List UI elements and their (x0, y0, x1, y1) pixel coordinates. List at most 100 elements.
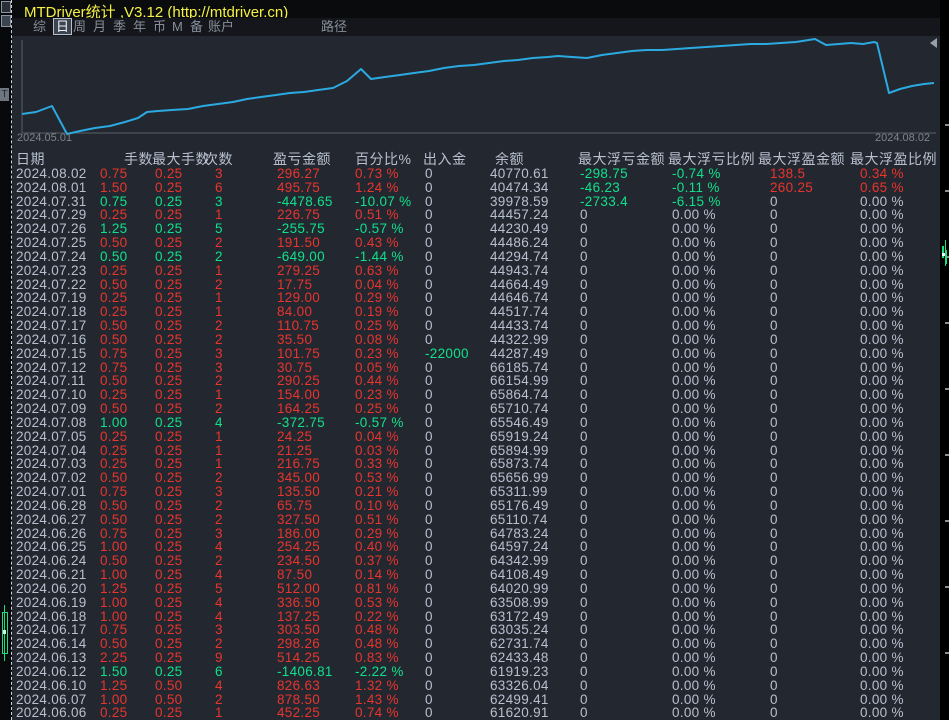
menu-item-周[interactable]: 周 (73, 19, 87, 34)
cell-1: 2024.07.25 (16, 235, 87, 251)
cell-3: 0.25 (155, 318, 183, 334)
table-row[interactable]: 2024.07.11 0.50 0.25 2 290.25 0.44 % 0 66154.99… (0, 374, 949, 388)
menu-item-日[interactable]: 日 (53, 18, 73, 35)
table-row[interactable]: 2024.06.07 1.00 0.50 2 878.50 1.43 % 0 62499.41… (0, 691, 949, 707)
table-row[interactable]: 2024.06.24 0.50 0.25 2 234.50 0.37 % 0 64342.99… (0, 554, 949, 568)
menu-item-M[interactable]: M (172, 19, 183, 34)
cell-11: 0 (770, 304, 778, 320)
table-row[interactable]: 2024.06.26 0.75 0.25 3 186.00 0.29 % 0 64783.24… (0, 526, 949, 541)
menu-item-币[interactable]: 币 (153, 19, 167, 34)
cell-11: 0 (770, 373, 778, 389)
cell-3: 0.25 (155, 580, 183, 596)
cell-8: 65864.74 (490, 387, 549, 403)
table-row[interactable]: 2024.07.25 0.50 0.25 2 191.50 0.43 % 0 44486.24… (0, 236, 949, 250)
cell-11: 0 (770, 539, 778, 555)
cell-5: -1406.81 (277, 663, 333, 679)
table-row[interactable]: 2024.07.08 1.00 0.25 4 -372.75 -0.57 % 0 65546.… (0, 416, 949, 430)
cell-5: 336.50 (277, 594, 321, 610)
cell-10: 0.00 % (672, 221, 716, 237)
menu-item-月[interactable]: 月 (93, 19, 107, 34)
menu-item-年[interactable]: 年 (133, 19, 147, 34)
cell-1: 2024.07.22 (16, 276, 87, 292)
cell-4: 3 (215, 622, 223, 638)
table-row[interactable]: 2024.07.10 0.25 0.25 1 154.00 0.23 % 0 65864.74… (0, 388, 949, 402)
scroll-left-arrow-icon[interactable] (930, 38, 937, 48)
cell-9: 0 (580, 345, 588, 361)
table-row[interactable]: 2024.08.01 1.50 0.25 6 495.75 1.24 % 0 40474.34… (0, 181, 949, 195)
table-row[interactable]: 2024.07.17 0.50 0.25 2 110.75 0.25 % 0 44433.74… (0, 319, 949, 333)
table-row[interactable]: 2024.06.19 1.00 0.25 4 336.50 0.53 % 0 63508.99… (0, 594, 949, 610)
cell-11: 0 (770, 221, 778, 237)
table-row[interactable]: 2024.07.15 0.75 0.25 3 101.75 0.23 % -22000 442… (0, 345, 949, 361)
table-row[interactable]: 2024.06.27 0.50 0.25 2 327.50 0.51 % 0 65110.74… (0, 511, 949, 527)
cell-5: 110.75 (277, 318, 320, 334)
cell-10: 0.00 % (672, 484, 716, 500)
table-row[interactable]: 2024.06.10 1.25 0.50 4 826.63 1.32 % 0 63326.04… (0, 677, 949, 693)
menu-item-备[interactable]: 备 (190, 19, 204, 34)
table-row[interactable]: 2024.07.24 0.50 0.25 2 -649.00 -1.44 % 0 44294.… (0, 250, 949, 264)
cell-3: 0.25 (155, 511, 183, 527)
table-row[interactable]: 2024.06.06 0.25 0.25 1 452.25 0.74 % 0 61620.91… (0, 706, 949, 720)
cell-10: -6.15 % (672, 193, 721, 209)
cell-10: 0.00 % (672, 622, 716, 638)
table-row[interactable]: 2024.07.12 0.75 0.25 3 30.75 0.05 % 0 66185.74 0… (0, 359, 949, 375)
table-row[interactable]: 2024.07.09 0.50 0.25 2 164.25 0.25 % 0 65710.74… (0, 402, 949, 416)
cell-4: 3 (215, 193, 223, 209)
cell-11: 0 (770, 235, 778, 251)
cell-11: 0 (770, 442, 778, 458)
table-row[interactable]: 2024.07.03 0.25 0.25 1 216.75 0.33 % 0 65873.74… (0, 457, 949, 471)
column-header-4: 次数 (204, 151, 233, 167)
cell-11: 0 (770, 359, 778, 375)
table-row[interactable]: 2024.07.31 0.75 0.25 3 -4478.65 -10.07 % 0 3997… (0, 193, 949, 209)
cell-3: 0.25 (155, 304, 183, 320)
table-row[interactable]: 2024.07.05 0.25 0.25 1 24.25 0.04 % 0 65919.24 0… (0, 429, 949, 444)
cell-11: 0 (770, 414, 778, 430)
table-row[interactable]: 2024.06.17 0.75 0.25 3 303.50 0.48 % 0 63035.24… (0, 623, 949, 637)
cell-6: 1.43 % (355, 691, 399, 707)
table-row[interactable]: 2024.07.18 0.25 0.25 1 84.00 0.19 % 0 44517.74 0… (0, 305, 949, 319)
cell-7: 0 (425, 248, 433, 264)
table-row[interactable]: 2024.07.01 0.75 0.25 3 135.50 0.21 % 0 65311.99… (0, 485, 949, 499)
menu-item-账户[interactable]: 账户 (208, 19, 235, 34)
cell-2: 0.75 (100, 484, 128, 500)
cell-7: 0 (425, 207, 433, 223)
table-row[interactable]: 2024.07.02 0.50 0.25 2 345.00 0.53 % 0 65656.99… (0, 471, 949, 485)
cell-7: 0 (425, 705, 433, 720)
cell-11: 0 (770, 636, 778, 652)
table-row[interactable]: 2024.06.21 1.00 0.25 4 87.50 0.14 % 0 64108.49 0… (0, 568, 949, 582)
table-row[interactable]: 2024.06.18 1.00 0.25 4 137.25 0.22 % 0 63172.49… (0, 608, 949, 624)
menu-item-综[interactable]: 综 (33, 19, 47, 34)
cell-12: 0.00 % (860, 235, 904, 251)
table-row[interactable]: 2024.07.23 0.25 0.25 1 279.25 0.63 % 0 44943.74… (0, 262, 949, 278)
table-row[interactable]: 2024.07.19 0.25 0.25 1 129.00 0.29 % 0 44646.74… (0, 291, 949, 305)
cell-4: 2 (215, 691, 223, 707)
table-row[interactable]: 2024.06.20 1.25 0.25 5 512.00 0.81 % 0 64020.99… (0, 582, 949, 596)
cell-5: 30.75 (277, 359, 313, 375)
cell-6: 0.51 % (355, 207, 399, 223)
table-row[interactable]: 2024.06.13 2.25 0.25 9 514.25 0.83 % 0 62433.48… (0, 651, 949, 665)
table-row[interactable]: 2024.06.25 1.00 0.25 4 254.25 0.40 % 0 64597.24… (0, 540, 949, 554)
cell-7: 0 (425, 650, 433, 666)
table-row[interactable]: 2024.07.04 0.25 0.25 1 21.25 0.03 % 0 65894.99 0… (0, 442, 949, 458)
table-row[interactable]: 2024.06.14 0.50 0.25 2 298.26 0.48 % 0 62731.74… (0, 637, 949, 651)
table-row[interactable]: 2024.07.22 0.50 0.25 2 17.75 0.04 % 0 44664.49 0… (0, 276, 949, 292)
table-row[interactable]: 2024.07.29 0.25 0.25 1 226.75 0.51 % 0 44457.24… (0, 208, 949, 222)
cell-9: 0 (580, 262, 588, 278)
cell-3: 0.25 (155, 650, 183, 666)
cell-3: 0.50 (155, 677, 183, 693)
cell-11: 0 (770, 331, 778, 347)
cell-12: 0.00 % (860, 567, 904, 583)
table-row[interactable]: 2024.08.02 0.75 0.25 3 296.27 0.73 % 0 40770.61… (0, 167, 949, 181)
table-row[interactable]: 2024.07.16 0.50 0.25 2 35.50 0.08 % 0 44322.99 0… (0, 333, 949, 347)
cell-6: 1.24 % (355, 179, 399, 195)
cell-1: 2024.06.18 (16, 608, 87, 624)
cell-2: 0.25 (100, 705, 128, 720)
cell-6: 0.48 % (355, 622, 399, 638)
column-header-3: 最大手数 (152, 151, 210, 167)
menu-item-季[interactable]: 季 (113, 19, 127, 34)
table-row[interactable]: 2024.06.12 1.50 0.25 6 -1406.81 -2.22 % 0 61919… (0, 665, 949, 679)
table-row[interactable]: 2024.06.28 0.50 0.25 2 65.75 0.10 % 0 65176.49 0… (0, 499, 949, 513)
table-row[interactable]: 2024.07.26 1.25 0.25 5 -255.75 -0.57 % 0 44230.… (0, 222, 949, 236)
menu-item-path[interactable]: 路径 (321, 19, 348, 34)
cell-11: 0 (770, 470, 778, 486)
